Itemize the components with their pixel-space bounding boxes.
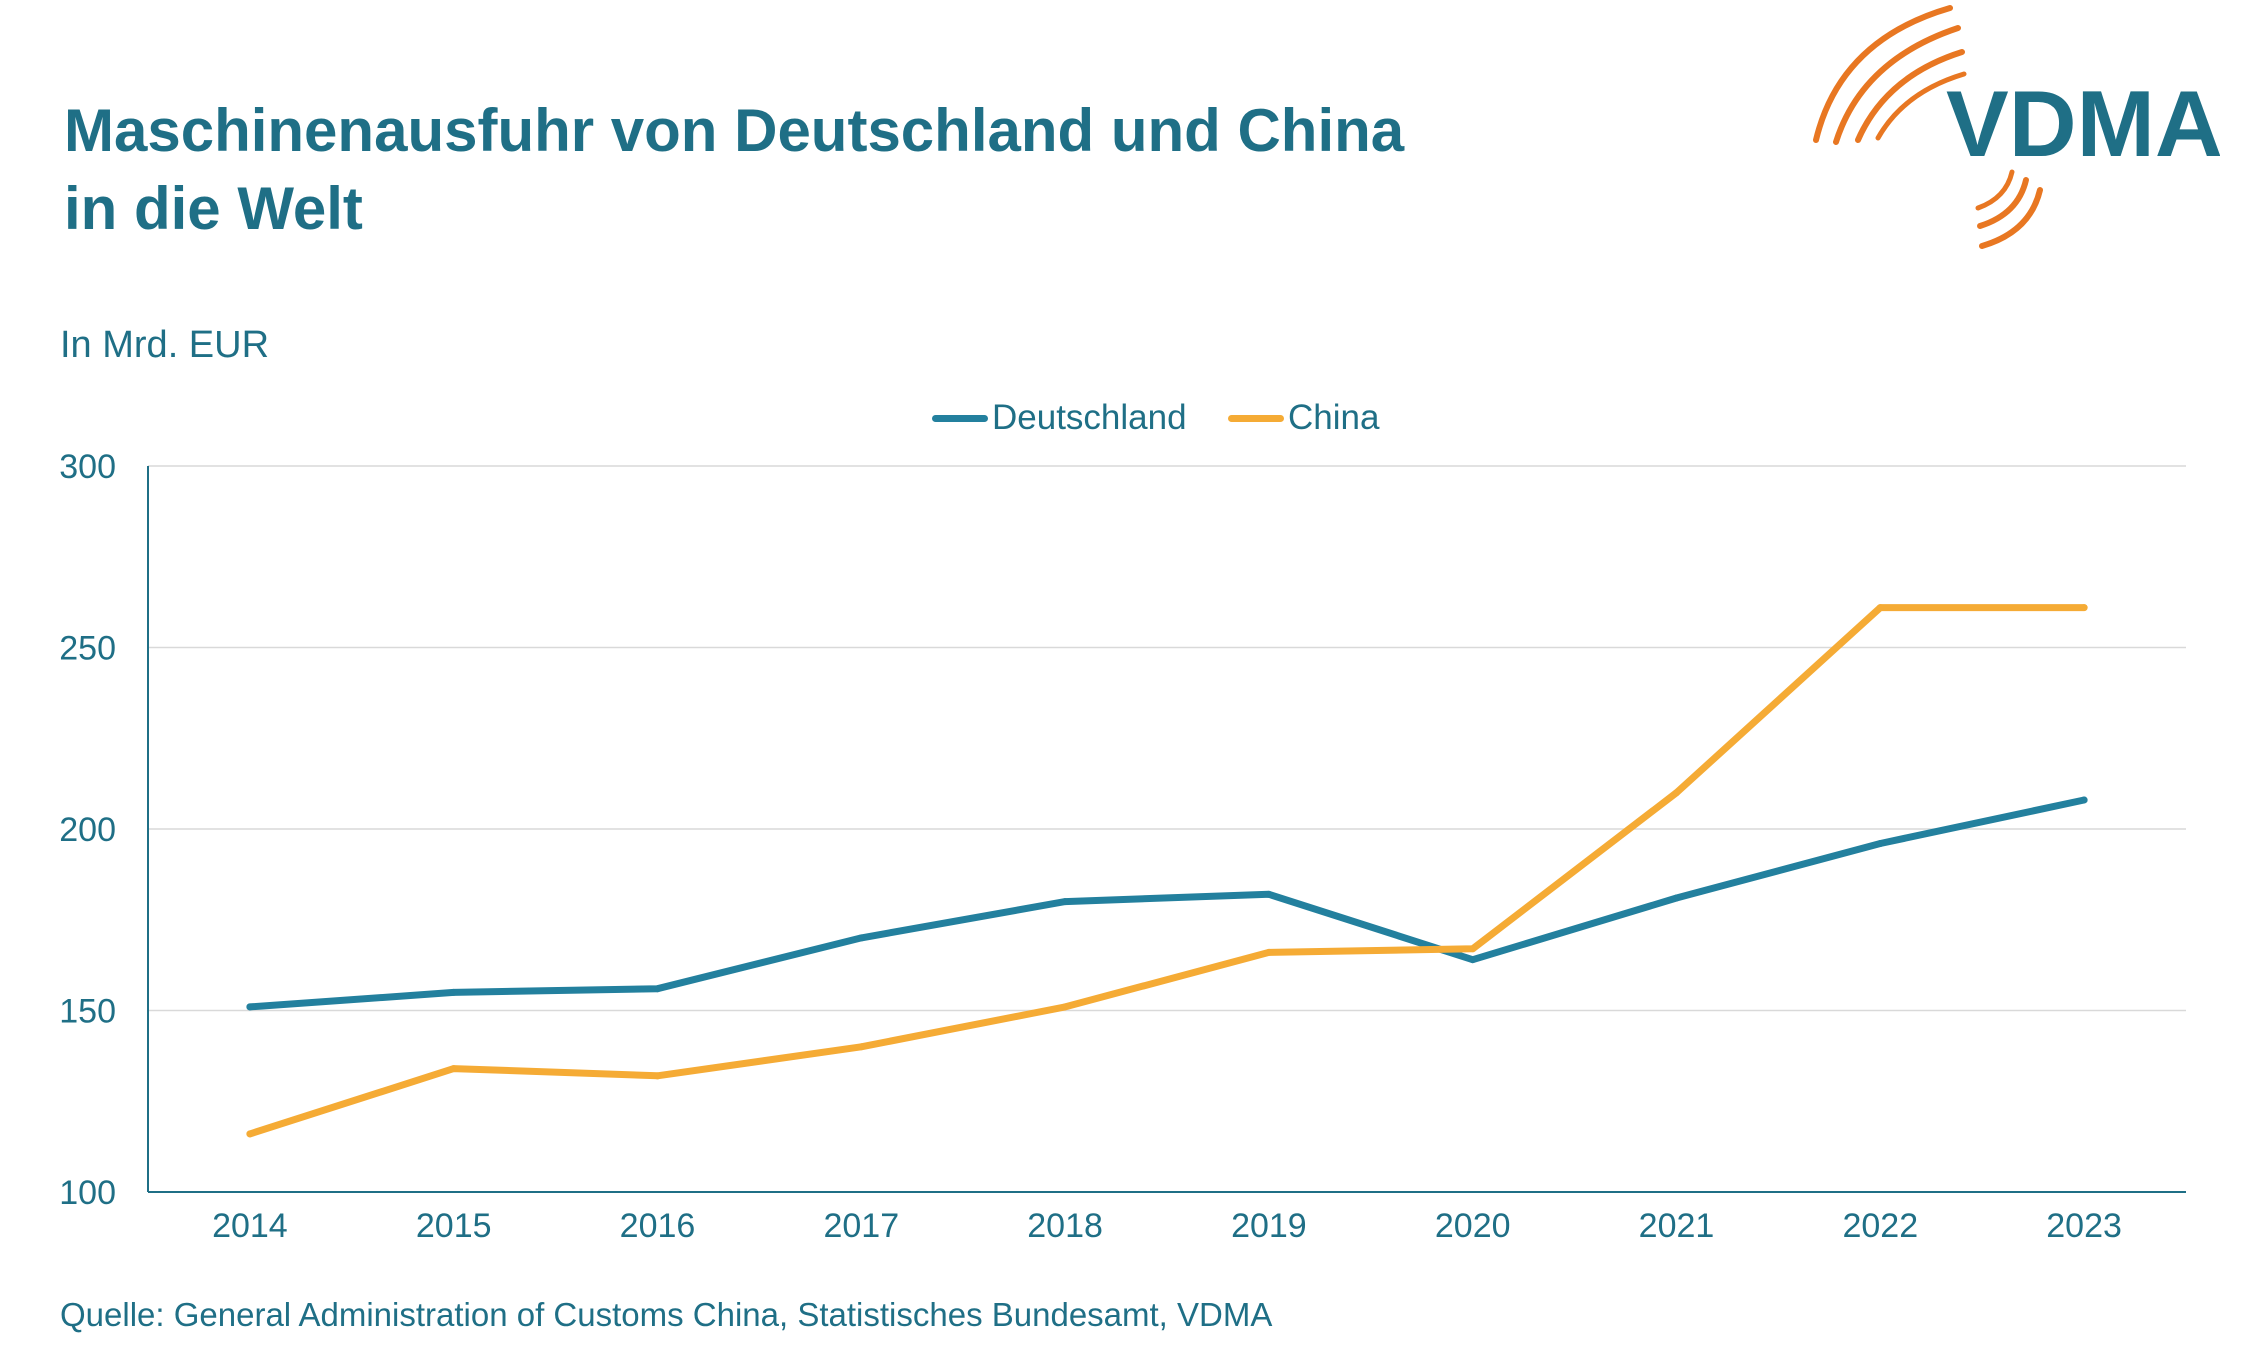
data-point-deutschland-2018 (1061, 898, 1069, 906)
data-point-china-2023 (2080, 604, 2088, 612)
legend-item-china: China (1228, 398, 1379, 438)
x-tick-label-2020: 2020 (1435, 1207, 1511, 1245)
legend-swatch-deutschland (932, 414, 988, 422)
y-tick-label-150: 150 (59, 993, 116, 1031)
data-point-china-2022 (1876, 604, 1884, 612)
x-tick-label-2018: 2018 (1027, 1207, 1103, 1245)
vdma-logo: VDMA (1813, 5, 2220, 249)
data-point-deutschland-2021 (1673, 894, 1680, 902)
data-point-deutschland-2017 (857, 934, 865, 942)
data-point-deutschland-2022 (1876, 840, 1884, 848)
data-point-deutschland-2014 (246, 1003, 254, 1011)
x-tick-label-2015: 2015 (416, 1207, 492, 1245)
y-tick-label-200: 200 (59, 811, 116, 849)
source-note: Quelle: General Administration of Custom… (60, 1296, 1273, 1333)
vdma-arcs-icon (1813, 5, 2043, 249)
legend: Deutschland China (0, 398, 2243, 446)
data-point-deutschland-2016 (654, 985, 661, 993)
y-axis-unit-label: In Mrd. EUR (60, 324, 270, 366)
data-point-china-2020 (1469, 945, 1477, 953)
data-point-china-2018 (1061, 1003, 1069, 1011)
legend-label-deutschland: Deutschland (992, 398, 1187, 437)
legend-label-china: China (1288, 398, 1380, 437)
x-tick-label-2022: 2022 (1842, 1207, 1918, 1245)
data-point-china-2015 (450, 1065, 458, 1073)
x-tick-label-2021: 2021 (1639, 1207, 1715, 1245)
y-tick-label-100: 100 (59, 1174, 116, 1212)
series-line-deutschland (246, 796, 2088, 1011)
y-tick-label-250: 250 (59, 630, 116, 668)
x-tick-label-2023: 2023 (2046, 1207, 2122, 1245)
data-point-china-2019 (1265, 948, 1273, 956)
x-tick-label-2017: 2017 (823, 1207, 899, 1245)
legend-swatch-china (1228, 414, 1284, 422)
chart-title-line-1: Maschinenausfuhr von Deutschland und Chi… (64, 97, 1405, 164)
chart-title-line-2: in die Welt (64, 175, 363, 242)
y-tick-label-300: 300 (59, 448, 116, 486)
x-tick-label-2016: 2016 (620, 1207, 696, 1245)
x-tick-label-2014: 2014 (212, 1207, 288, 1245)
data-point-deutschland-2020 (1469, 956, 1477, 964)
legend-item-deutschland: Deutschland (932, 398, 1187, 438)
line-chart: 100 150 200 250 300 2014 2015 2016 2017 2018 2019 2… (59, 448, 2186, 1245)
series-line-china (246, 604, 2088, 1138)
x-tick-label-2019: 2019 (1231, 1207, 1307, 1245)
data-point-china-2017 (857, 1043, 865, 1051)
data-point-deutschland-2023 (2080, 796, 2088, 804)
data-point-deutschland-2019 (1265, 890, 1273, 898)
data-point-china-2021 (1673, 789, 1680, 797)
data-point-china-2014 (246, 1130, 254, 1138)
vdma-logo-text: VDMA (1946, 71, 2220, 176)
chart-title: Maschinenausfuhr von Deutschland und Chi… (64, 92, 1404, 248)
data-point-deutschland-2015 (450, 988, 458, 996)
data-point-china-2016 (654, 1072, 661, 1080)
